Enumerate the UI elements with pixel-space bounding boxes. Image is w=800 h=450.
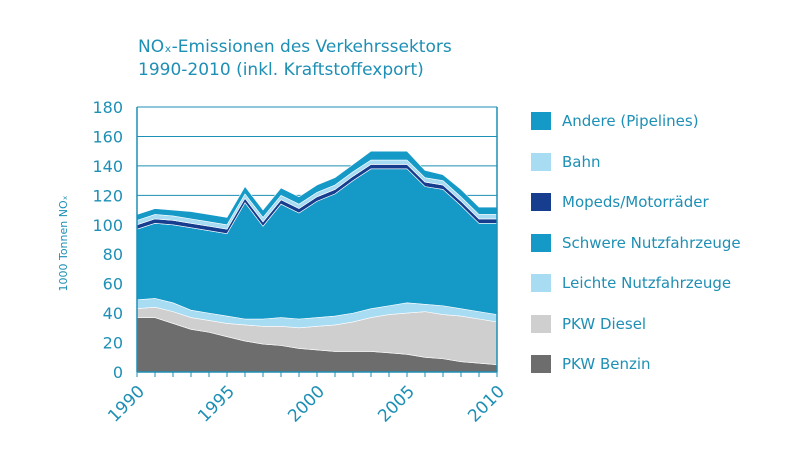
legend-label: PKW Diesel (562, 314, 647, 333)
legend-swatch (531, 152, 551, 171)
legend-item: PKW Diesel (531, 314, 647, 333)
legend-label: PKW Benzin (562, 355, 651, 373)
y-tick-label: 0 (113, 363, 123, 382)
legend-item: PKW Benzin (531, 355, 651, 373)
legend-item: Bahn (531, 152, 601, 171)
legend-label: Schwere Nutzfahrzeuge (562, 233, 741, 252)
legend-item: Leichte Nutzfahrzeuge (531, 274, 731, 292)
legend-swatch (531, 274, 551, 292)
legend-label: Leichte Nutzfahrzeuge (562, 274, 732, 292)
legend-swatch (531, 314, 551, 333)
x-tick-labels: 1990 1995 2000 2005 2010 (104, 382, 509, 427)
y-tick-label: 20 (103, 334, 123, 353)
y-tick-label: 80 (103, 245, 123, 264)
legend-swatch (531, 233, 551, 252)
area-series-group (136, 150, 498, 373)
x-tick-label: 2010 (464, 382, 509, 427)
y-tick-label: 140 (92, 157, 123, 176)
legend-label: Andere (Pipelines) (562, 112, 699, 130)
y-axis-label: 1000 Tonnen NOₓ (57, 195, 70, 291)
chart-title-line-1: NOₓ-Emissionen des Verkehrssektors (138, 37, 452, 57)
y-tick-label: 60 (103, 275, 123, 294)
legend-item: Mopeds/Motorräder (531, 193, 709, 211)
y-tick-labels: 0 20 40 60 80 100 120 140 160 180 (92, 98, 123, 382)
legend-label: Bahn (562, 152, 601, 171)
y-tick-label: 40 (103, 304, 123, 323)
x-tick-label: 2005 (374, 382, 419, 427)
y-tick-label: 120 (92, 186, 123, 205)
axes (136, 107, 498, 377)
chart-title-line-2: 1990-2010 (inkl. Kraftstoffexport) (138, 60, 424, 80)
legend-item: Schwere Nutzfahrzeuge (531, 233, 741, 252)
legend-swatch (531, 355, 551, 373)
legend-swatch (531, 193, 551, 211)
legend-item: Andere (Pipelines) (531, 112, 699, 130)
x-tick-label: 2000 (284, 382, 329, 427)
y-tick-label: 100 (92, 216, 123, 235)
x-tick-label: 1995 (194, 382, 239, 427)
legend-label: Mopeds/Motorräder (562, 193, 709, 211)
y-tick-label: 160 (92, 127, 123, 146)
x-tick-label: 1990 (104, 382, 149, 427)
legend-swatch (531, 112, 551, 130)
y-tick-label: 180 (92, 98, 123, 117)
